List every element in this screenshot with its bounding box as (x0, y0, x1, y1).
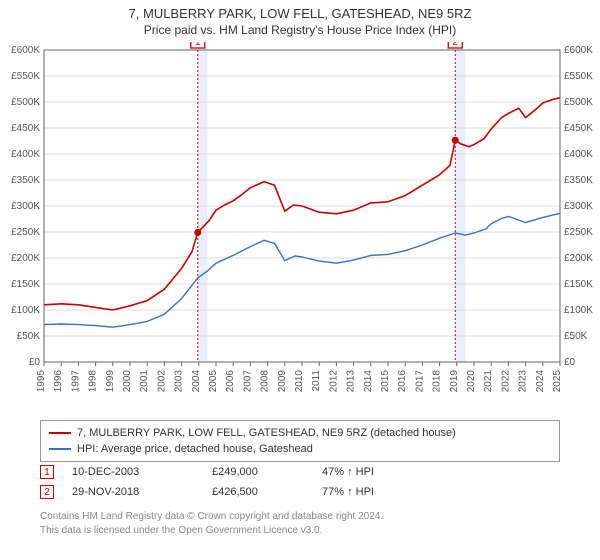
svg-text:£500K: £500K (11, 97, 40, 108)
legend-swatch (49, 448, 71, 450)
marker-pct: 47% ↑ HPI (322, 466, 442, 478)
svg-text:2000: 2000 (122, 370, 133, 393)
footer-line: Contains HM Land Registry data © Crown c… (40, 510, 560, 524)
svg-text:£50K: £50K (17, 331, 41, 342)
svg-text:1996: 1996 (53, 370, 64, 393)
svg-text:2003: 2003 (174, 370, 185, 393)
line-chart: £0 £0 £50K £50K £100K £100K £150K £150K £200K £20… (0, 42, 600, 412)
legend-label: HPI: Average price, detached house, Gate… (77, 443, 313, 455)
svg-text:£300K: £300K (11, 201, 40, 212)
sale-markers-table: 1 10-DEC-2003 £249,000 47% ↑ HPI 2 29-NO… (40, 462, 560, 502)
svg-text:£200K: £200K (564, 253, 593, 264)
sale-marker-row: 1 10-DEC-2003 £249,000 47% ↑ HPI (40, 462, 560, 482)
svg-text:2001: 2001 (139, 370, 150, 393)
svg-text:2008: 2008 (260, 370, 271, 393)
svg-text:2015: 2015 (380, 370, 391, 393)
svg-text:2012: 2012 (328, 370, 339, 393)
svg-text:£400K: £400K (11, 149, 40, 160)
footer-attribution: Contains HM Land Registry data © Crown c… (40, 510, 560, 537)
svg-text:£50K: £50K (564, 331, 588, 342)
svg-text:£150K: £150K (11, 279, 40, 290)
svg-text:2002: 2002 (156, 370, 167, 393)
legend-item: HPI: Average price, detached house, Gate… (49, 441, 551, 457)
svg-text:1997: 1997 (70, 370, 81, 393)
footer-line: This data is licensed under the Open Gov… (40, 524, 560, 538)
svg-text:2004: 2004 (191, 370, 202, 393)
marker-date: 29-NOV-2018 (72, 486, 212, 498)
svg-text:£100K: £100K (564, 305, 593, 316)
svg-text:£0: £0 (29, 357, 41, 368)
svg-text:£100K: £100K (11, 305, 40, 316)
svg-text:2011: 2011 (311, 370, 322, 392)
marker-price: £249,000 (212, 466, 322, 478)
marker-price: £426,500 (212, 486, 322, 498)
svg-text:£450K: £450K (11, 123, 40, 134)
svg-text:2018: 2018 (432, 370, 443, 393)
svg-text:2024: 2024 (535, 370, 546, 393)
svg-text:2005: 2005 (208, 370, 219, 393)
svg-text:£0: £0 (564, 357, 576, 368)
svg-text:1995: 1995 (36, 370, 47, 393)
svg-text:£600K: £600K (564, 45, 593, 56)
svg-text:£450K: £450K (564, 123, 593, 134)
svg-text:2016: 2016 (397, 370, 408, 393)
chart-titles: 7, MULBERRY PARK, LOW FELL, GATESHEAD, N… (0, 0, 600, 37)
marker-badge: 1 (40, 465, 54, 479)
svg-text:£250K: £250K (11, 227, 40, 238)
svg-text:2023: 2023 (518, 370, 529, 393)
chart-container: £0 £0 £50K £50K £100K £100K £150K £150K £200K £20… (0, 42, 600, 412)
svg-text:2017: 2017 (414, 370, 425, 393)
svg-text:£350K: £350K (11, 175, 40, 186)
svg-text:2006: 2006 (225, 370, 236, 393)
legend: 7, MULBERRY PARK, LOW FELL, GATESHEAD, N… (40, 420, 560, 462)
svg-text:2020: 2020 (466, 370, 477, 393)
svg-text:2021: 2021 (483, 370, 494, 393)
svg-text:2007: 2007 (242, 370, 253, 393)
legend-swatch (49, 432, 71, 434)
svg-text:1998: 1998 (88, 370, 99, 393)
marker-date: 10-DEC-2003 (72, 466, 212, 478)
svg-text:2022: 2022 (500, 370, 511, 393)
svg-text:2019: 2019 (449, 370, 460, 393)
sale-marker-row: 2 29-NOV-2018 £426,500 77% ↑ HPI (40, 482, 560, 502)
svg-text:2025: 2025 (552, 370, 563, 393)
svg-text:£200K: £200K (11, 253, 40, 264)
svg-text:£600K: £600K (11, 45, 40, 56)
svg-text:£550K: £550K (564, 71, 593, 82)
title-main: 7, MULBERRY PARK, LOW FELL, GATESHEAD, N… (0, 6, 600, 21)
svg-text:1: 1 (195, 42, 201, 48)
svg-text:2014: 2014 (363, 370, 374, 393)
svg-text:£150K: £150K (564, 279, 593, 290)
title-sub: Price paid vs. HM Land Registry's House … (0, 23, 600, 37)
svg-text:£500K: £500K (564, 97, 593, 108)
svg-text:£300K: £300K (564, 201, 593, 212)
svg-text:2010: 2010 (294, 370, 305, 393)
marker-pct: 77% ↑ HPI (322, 486, 442, 498)
svg-text:2013: 2013 (346, 370, 357, 393)
legend-item: 7, MULBERRY PARK, LOW FELL, GATESHEAD, N… (49, 425, 551, 441)
svg-text:2009: 2009 (277, 370, 288, 393)
svg-text:2: 2 (452, 42, 458, 48)
svg-text:1999: 1999 (105, 370, 116, 393)
marker-badge: 2 (40, 485, 54, 499)
svg-text:£550K: £550K (11, 71, 40, 82)
svg-text:£400K: £400K (564, 149, 593, 160)
svg-text:£350K: £350K (564, 175, 593, 186)
legend-label: 7, MULBERRY PARK, LOW FELL, GATESHEAD, N… (77, 427, 456, 439)
svg-text:£250K: £250K (564, 227, 593, 238)
